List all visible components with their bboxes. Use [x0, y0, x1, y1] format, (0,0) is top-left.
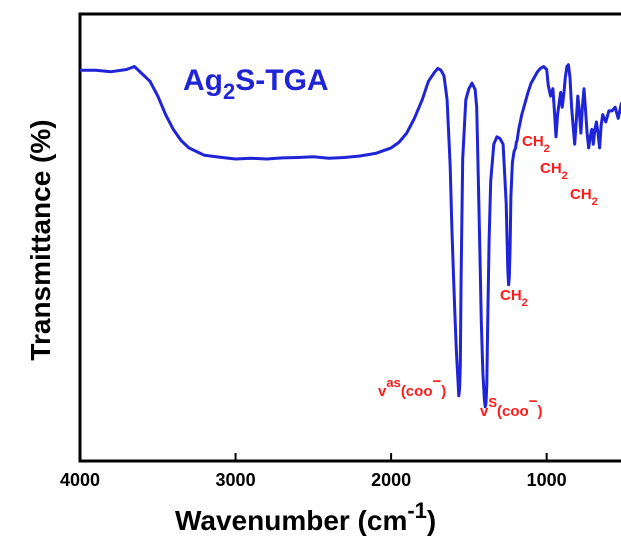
x-tick-label-2000: 2000 — [371, 470, 411, 490]
annotation-ch2-900: CH2 — [522, 133, 550, 155]
x-axis-title-sup: -1 — [407, 498, 427, 523]
annotation-vs-body: (coo — [497, 403, 529, 420]
annotation-vs-coo: vS(coo−) — [480, 393, 542, 420]
series-label-main: Ag — [183, 64, 223, 97]
annotation-vas-sup: as — [386, 375, 400, 390]
annotation-ch2-1250-sub: 2 — [522, 297, 528, 309]
annotation-ch2-700: CH2 — [570, 186, 598, 208]
series-label-sub: 2 — [223, 79, 235, 104]
plot-frame — [78, 12, 621, 463]
annotation-ch2-780: CH2 — [540, 160, 568, 182]
annotation-ch2-900-sub: 2 — [544, 143, 550, 155]
spectrum-line — [80, 63, 621, 409]
annotation-vs-sup: S — [488, 395, 497, 410]
x-axis-title-end: ) — [427, 505, 436, 536]
annotation-vas-sup2: − — [432, 373, 441, 390]
annotation-vs-sup2: − — [529, 393, 538, 410]
annotation-vas-end: ) — [441, 383, 446, 400]
annotation-ch2-700-main: CH — [570, 186, 592, 203]
annotation-vas-body: (coo — [401, 383, 433, 400]
annotation-ch2-1250: CH2 — [500, 287, 528, 309]
annotation-ch2-1250-main: CH — [500, 287, 522, 304]
annotation-vs-main: v — [480, 403, 489, 420]
x-tick-label-3000: 3000 — [216, 470, 256, 490]
x-tick-label-4000: 4000 — [60, 470, 100, 490]
x-axis-ticks — [79, 453, 548, 461]
x-axis-title-main: Wavenumber (cm — [175, 505, 407, 536]
annotation-ch2-780-main: CH — [540, 160, 562, 177]
series-label-end: S-TGA — [235, 64, 328, 97]
annotation-ch2-700-sub: 2 — [592, 196, 598, 208]
annotation-vas-coo: vas(coo−) — [378, 373, 446, 400]
x-tick-label-1000: 1000 — [527, 470, 567, 490]
annotation-ch2-900-main: CH — [522, 133, 544, 150]
series-label: Ag2S-TGA — [183, 64, 329, 104]
x-axis-title: Wavenumber (cm-1) — [175, 498, 436, 536]
annotation-vas-main: v — [378, 383, 387, 400]
annotation-vs-end: ) — [537, 403, 542, 420]
annotation-ch2-780-sub: 2 — [562, 170, 568, 182]
y-axis-title: Transmittance (%) — [25, 119, 56, 360]
x-axis-tick-labels: 4000 3000 2000 1000 — [60, 470, 567, 490]
